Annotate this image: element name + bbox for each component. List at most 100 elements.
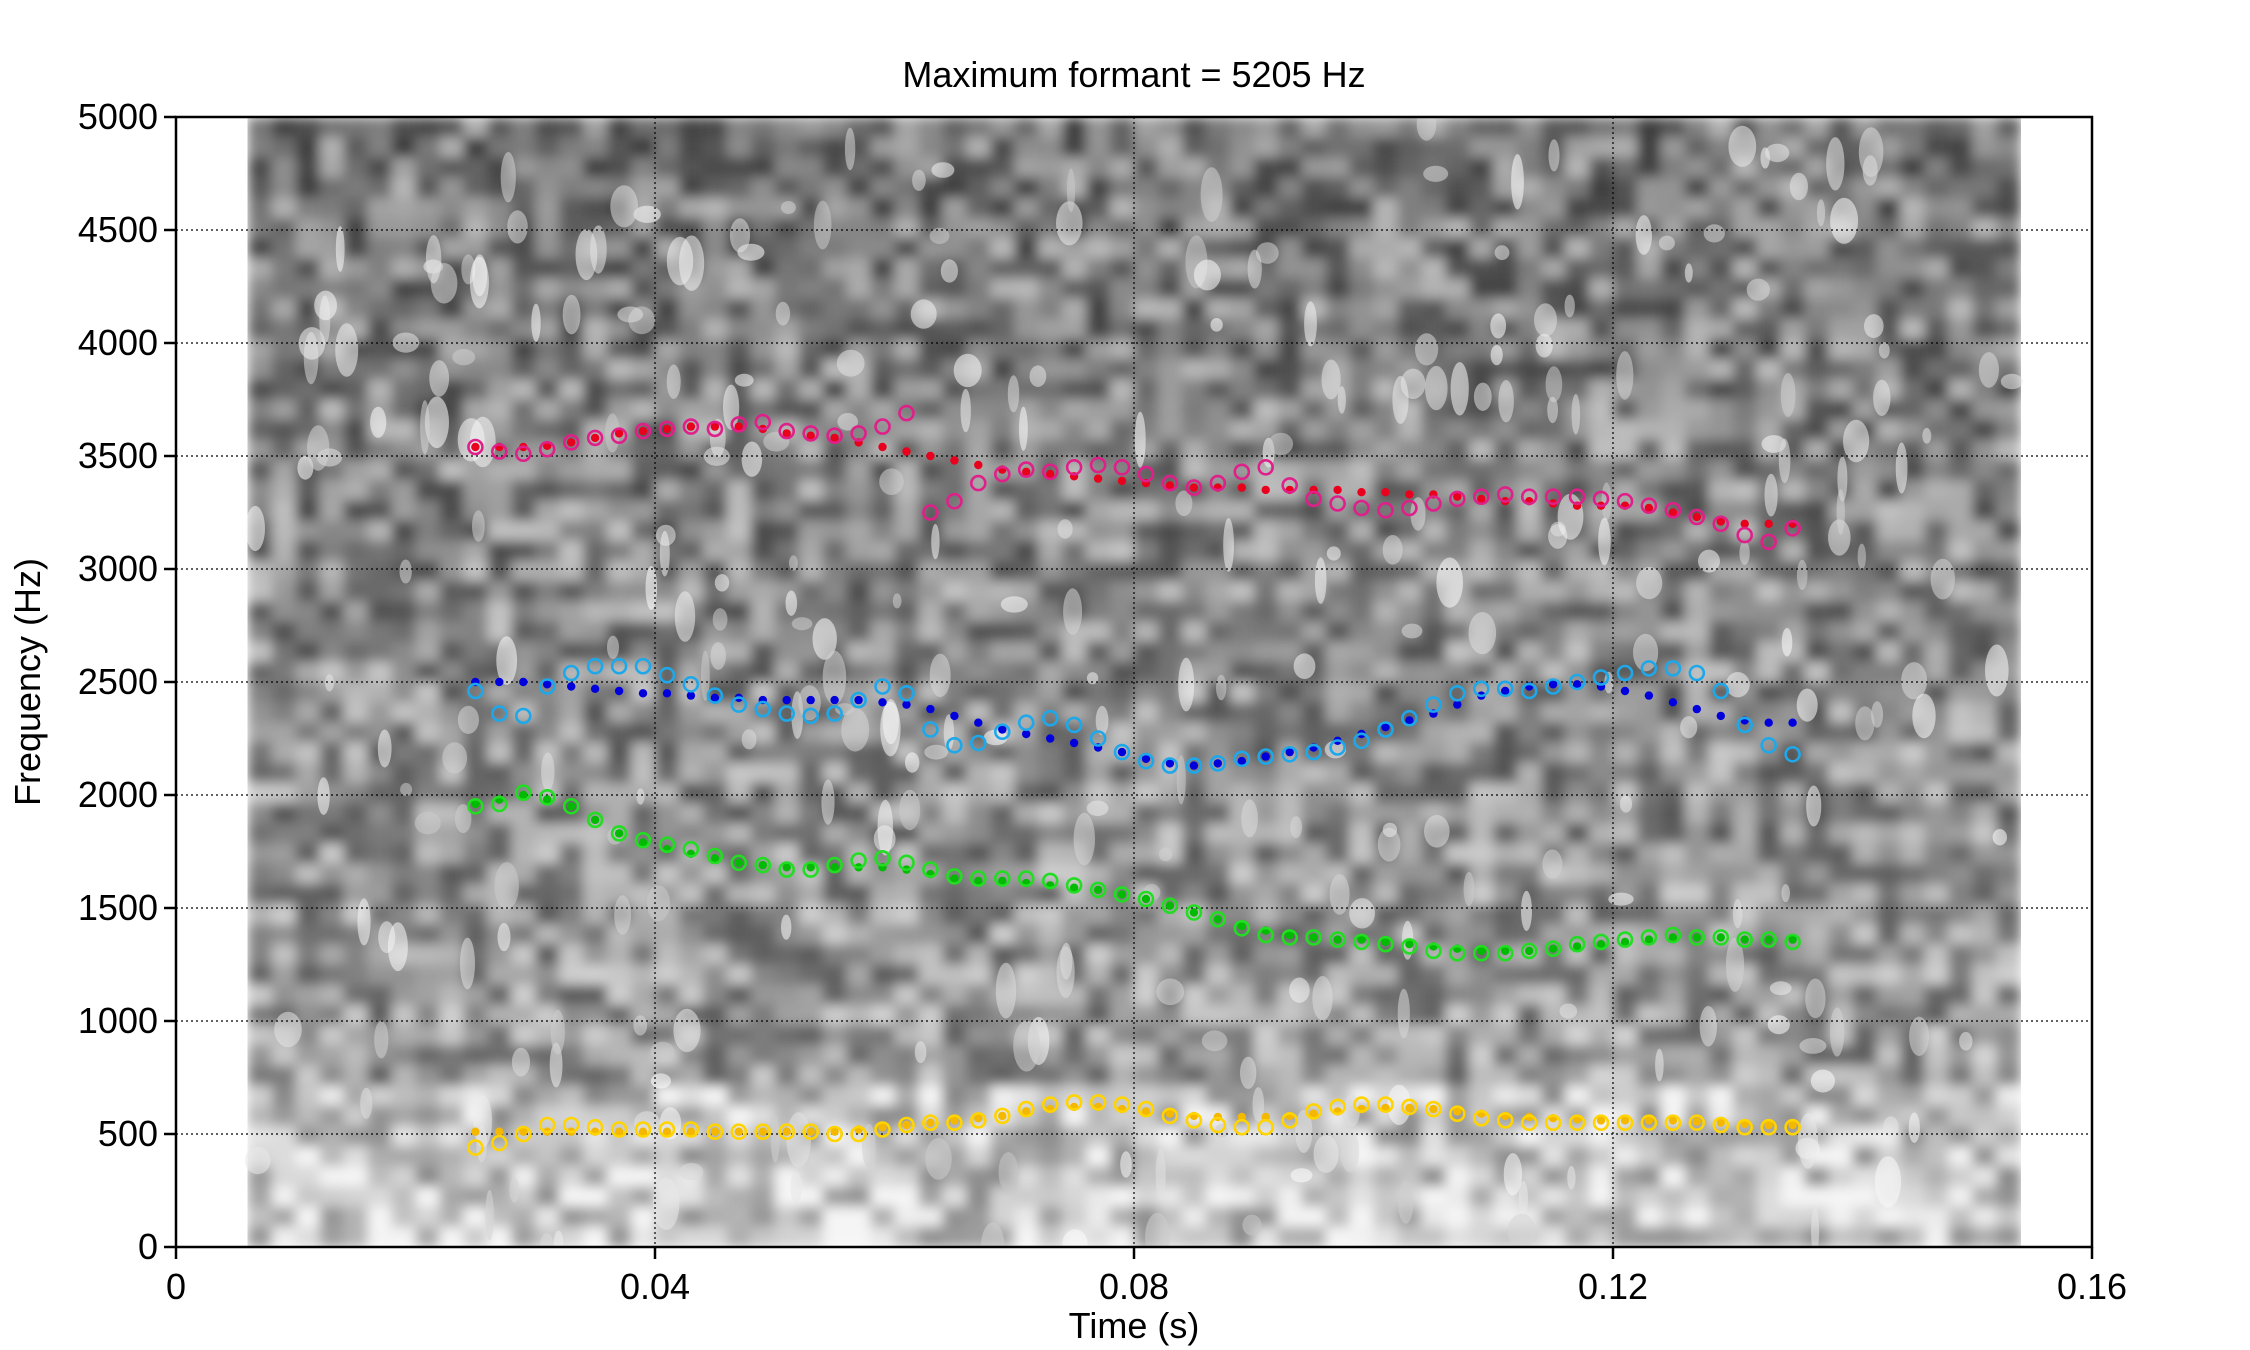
spectrogram-cell — [319, 601, 345, 623]
spectrogram-cell — [1613, 318, 1638, 340]
spectrogram-cell — [1804, 1186, 1830, 1208]
formant-candidate-point — [778, 1123, 796, 1140]
spectrogram-cell — [1421, 217, 1447, 239]
spectrogram-cell — [1421, 641, 1447, 663]
spectrogram-cell — [1181, 439, 1207, 461]
spectrogram-cell — [1660, 641, 1686, 663]
formant-point — [1644, 691, 1654, 700]
spectrogram-cell — [295, 1226, 321, 1247]
spectrogram-cell — [631, 217, 656, 239]
spectrogram-cell — [1301, 540, 1327, 562]
spectrogram-cell — [631, 984, 656, 1006]
spectrogram-cell — [1373, 984, 1399, 1006]
spectrogram-cell — [1828, 924, 1854, 946]
spectrogram-cell — [1397, 117, 1423, 138]
spectrogram-cell — [942, 782, 968, 804]
spectrogram-cell — [774, 1065, 800, 1087]
spectrogram-cell — [1637, 359, 1662, 381]
formant-candidate-point — [1544, 678, 1562, 695]
spectrogram-cell — [1421, 1186, 1447, 1208]
spectrogram-cell — [1780, 318, 1806, 340]
spectrogram-highlight — [1255, 242, 1279, 264]
spectrogram-cell — [1205, 1226, 1231, 1247]
spectrogram-cell — [1660, 419, 1686, 441]
formant-candidate-point — [610, 825, 628, 842]
spectrogram-cell — [1517, 924, 1542, 946]
spectrogram-cell — [343, 762, 369, 784]
spectrogram-cell — [1229, 621, 1255, 643]
spectrogram-cell — [798, 258, 824, 280]
spectrogram-cell — [487, 1085, 513, 1107]
spectrogram-cell — [846, 1226, 872, 1247]
spectrogram-cell — [1229, 944, 1255, 966]
spectrogram-cell — [1948, 581, 1974, 603]
spectrogram-cell — [1253, 782, 1279, 804]
spectrogram-highlight — [1062, 1229, 1088, 1247]
spectrogram-cell — [271, 722, 297, 744]
spectrogram-cell — [1876, 460, 1902, 481]
spectrogram-cell — [1948, 177, 1974, 199]
spectrogram-highlight — [1836, 489, 1845, 535]
spectrogram-cell — [1229, 904, 1255, 925]
spectrogram-cell — [990, 137, 1016, 159]
spectrogram-cell — [1876, 843, 1902, 865]
spectrogram-cell — [439, 520, 465, 542]
formant-tracks — [467, 404, 1801, 1156]
spectrogram-cell — [1684, 782, 1710, 804]
spectrogram-cell — [583, 379, 608, 401]
spectrogram-cell — [319, 1166, 345, 1188]
formant-candidate-point — [1496, 680, 1514, 698]
formant-point — [1069, 883, 1079, 892]
formant-candidate-point — [946, 1114, 963, 1131]
spectrogram-cell — [1900, 944, 1926, 966]
spectrogram-cell — [894, 1004, 920, 1026]
spectrogram-cell — [1253, 1025, 1279, 1046]
spectrogram-cell — [535, 702, 561, 724]
formant-point — [1668, 698, 1678, 707]
formant-candidate-point — [778, 705, 796, 722]
spectrogram-cell — [1062, 742, 1087, 764]
spectrogram-cell — [1373, 137, 1399, 159]
spectrogram-cell — [247, 1025, 273, 1046]
spectrogram-cell — [1565, 278, 1590, 300]
spectrogram-cell — [1948, 601, 1974, 623]
spectrogram-cell — [1445, 661, 1471, 683]
spectrogram-cell — [559, 843, 584, 865]
formant-series-circles — [467, 404, 1801, 551]
spectrogram-cell — [1684, 641, 1710, 663]
spectrogram-cell — [726, 904, 752, 925]
spectrogram-cell — [1325, 197, 1351, 219]
spectrogram-cell — [1397, 540, 1423, 562]
spectrogram-cell — [1373, 702, 1399, 724]
spectrogram-cell — [1253, 318, 1279, 340]
spectrogram-cell — [1589, 984, 1614, 1006]
formant-point — [1644, 503, 1654, 513]
spectrogram-cell — [1684, 984, 1710, 1006]
spectrogram-cell — [1205, 339, 1231, 360]
spectrogram-cell — [1660, 540, 1686, 562]
spectrogram-cell — [1014, 1065, 1040, 1087]
spectrogram-highlight — [1240, 1056, 1257, 1089]
spectrogram-cell — [559, 1146, 584, 1168]
spectrogram-cell — [583, 1004, 608, 1026]
spectrogram-highlight — [541, 752, 555, 791]
spectrogram-cell — [1565, 762, 1590, 784]
formant-candidate-point — [1281, 477, 1298, 494]
spectrogram-cell — [295, 1206, 321, 1228]
spectrogram-cell — [1397, 298, 1423, 320]
formant-candidate-point — [850, 852, 867, 869]
spectrogram-cell — [1804, 823, 1830, 845]
spectrogram-cell — [631, 702, 656, 724]
spectrogram-highlight — [1765, 143, 1790, 163]
spectrogram-cell — [1205, 803, 1231, 825]
spectrogram-cell — [1900, 621, 1926, 643]
spectrogram-cell — [1852, 762, 1878, 784]
spectrogram-cell — [607, 117, 632, 138]
formant-candidate-point — [706, 1123, 724, 1140]
formant-point — [1189, 483, 1199, 492]
spectrogram-cell — [343, 439, 369, 461]
spectrogram-cell — [702, 238, 728, 260]
spectrogram-cell — [463, 238, 489, 260]
spectrogram-cell — [1110, 480, 1135, 502]
spectrogram-cell — [1708, 782, 1734, 804]
